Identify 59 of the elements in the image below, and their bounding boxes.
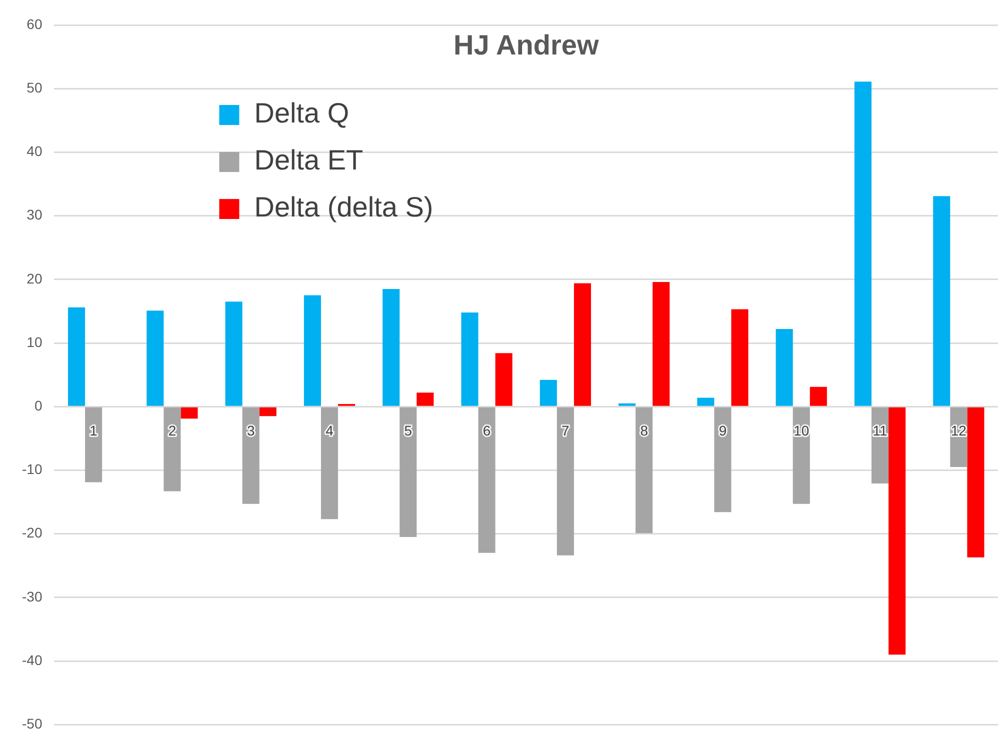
y-tick-label: -30	[22, 588, 42, 604]
x-tick-label: 8	[640, 422, 648, 438]
bar	[556, 407, 574, 556]
y-tick-label: 30	[26, 206, 42, 223]
y-tick-label: 50	[26, 79, 42, 96]
bar	[618, 403, 636, 406]
bar	[146, 310, 164, 406]
legend-label: Delta (delta S)	[254, 192, 434, 223]
x-tick-label: 1	[90, 422, 98, 438]
x-tick-label: 7	[562, 422, 570, 438]
y-tick-label: -10	[22, 461, 42, 478]
bar	[478, 407, 496, 553]
bar	[652, 282, 670, 406]
x-tick-label: 5	[404, 422, 412, 438]
bar	[714, 407, 732, 512]
y-tick-label: 10	[26, 334, 42, 350]
y-tick-label: -40	[22, 652, 42, 668]
x-tick-label: 3	[246, 422, 255, 438]
bar	[854, 82, 872, 406]
bar	[180, 407, 198, 419]
bar	[68, 307, 86, 406]
x-tick-label: 11	[872, 422, 888, 438]
bar	[259, 407, 276, 416]
bar	[461, 312, 478, 406]
legend-label: Delta ET	[254, 144, 364, 176]
bar	[574, 283, 591, 406]
y-tick-label: 40	[26, 143, 42, 160]
bar	[495, 353, 512, 406]
bar	[320, 407, 338, 520]
bar	[697, 398, 714, 406]
x-tick-label: 6	[482, 422, 491, 438]
bar	[776, 329, 793, 406]
bar	[933, 196, 950, 406]
y-tick-label: -50	[22, 715, 42, 732]
x-tick-label: 10	[794, 422, 810, 438]
bar	[636, 407, 653, 534]
bar	[242, 407, 260, 504]
bar	[540, 380, 557, 406]
bar	[731, 309, 748, 406]
bar	[85, 407, 102, 482]
bar	[888, 407, 906, 655]
x-tick-label: 9	[718, 422, 727, 438]
y-tick-label: 60	[26, 16, 42, 32]
bar	[382, 288, 400, 406]
y-tick-label: -20	[22, 524, 42, 541]
bar	[164, 407, 181, 492]
bar	[304, 295, 321, 406]
bar	[416, 392, 434, 406]
bar	[810, 386, 827, 406]
x-tick-label: 12	[950, 422, 967, 438]
x-tick-label: 2	[168, 422, 176, 438]
legend-label: Delta Q	[254, 98, 350, 129]
bar	[400, 407, 417, 537]
bar	[967, 407, 984, 558]
x-tick-label: 4	[326, 422, 334, 438]
bar	[225, 302, 242, 406]
chart-title: HJ Andrew	[454, 30, 599, 61]
y-tick-label: 0	[34, 397, 42, 414]
y-tick-label: 20	[26, 270, 42, 286]
